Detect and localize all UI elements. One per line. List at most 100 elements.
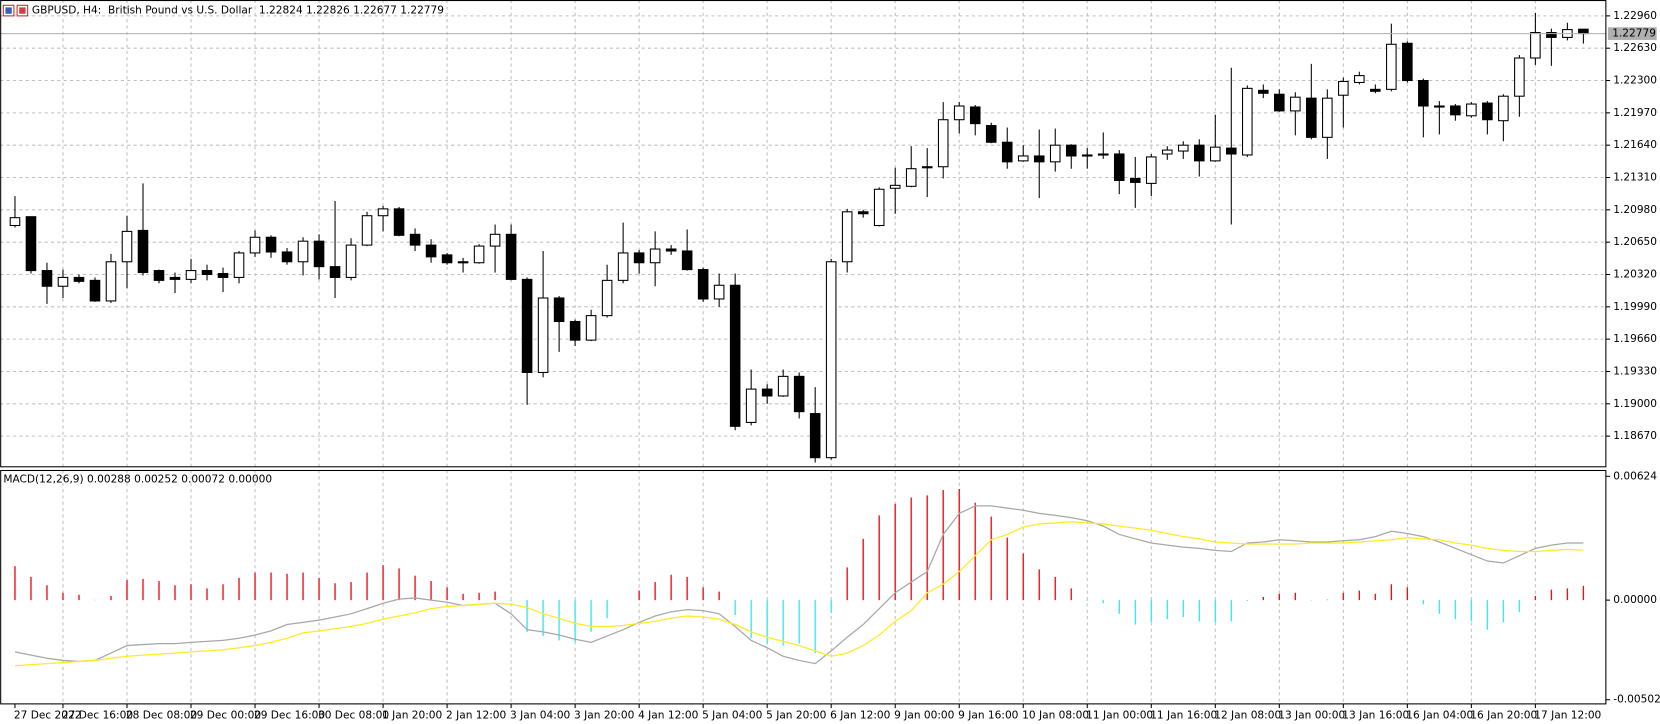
candle-body — [1370, 88, 1381, 92]
y-tick-label: 1.19990 — [1613, 301, 1657, 313]
candle-body — [969, 106, 981, 125]
candle-body — [1434, 105, 1445, 108]
candle-body — [233, 252, 245, 278]
candle-body — [1498, 95, 1509, 122]
y-tick-label: 1.19330 — [1613, 365, 1657, 377]
x-tick-label: 9 Jan 00:00 — [894, 710, 955, 722]
candle-body — [953, 105, 965, 121]
candle-body — [1482, 102, 1493, 121]
y-tick-label: 1.22630 — [1613, 42, 1657, 54]
x-tick-label: 5 Jan 20:00 — [766, 710, 827, 722]
y-tick-label: 1.21310 — [1613, 172, 1657, 184]
x-tick-label: 3 Jan 04:00 — [510, 710, 571, 722]
candle-body — [1322, 97, 1333, 138]
candle-body — [633, 252, 645, 264]
y-tick-label: 1.21970 — [1613, 107, 1657, 119]
candle-body — [937, 119, 949, 168]
y-tick-label: 1.20320 — [1613, 268, 1657, 280]
x-tick-label: 29 Dec 16:00 — [254, 710, 325, 722]
candle-body — [1450, 105, 1461, 116]
candle-body — [57, 276, 69, 287]
x-tick-label: 9 Jan 16:00 — [958, 710, 1019, 722]
candle-body — [89, 279, 101, 302]
candle-body — [201, 270, 213, 276]
x-tick-label: 29 Dec 00:00 — [190, 710, 261, 722]
candle-body — [601, 279, 613, 317]
candle-body — [1017, 155, 1029, 162]
candle-body — [585, 315, 597, 341]
candle-body — [793, 375, 805, 413]
x-tick-label: 11 Jan 16:00 — [1150, 710, 1217, 722]
y-tick-label: 0.00624 — [1613, 470, 1657, 482]
candle-body — [1049, 144, 1061, 163]
candle-body — [1193, 144, 1205, 162]
candle-body — [105, 261, 117, 302]
candle-body — [1514, 57, 1525, 97]
x-tick-label: 16 Jan 04:00 — [1406, 710, 1473, 722]
y-tick-label: 1.20650 — [1613, 236, 1657, 248]
candle-body — [169, 276, 181, 280]
candle-body — [841, 211, 853, 263]
candle-body — [809, 413, 821, 459]
candle-body — [73, 276, 85, 282]
candle-body — [681, 250, 693, 271]
candle-body — [1161, 149, 1173, 155]
last-price-box — [1607, 27, 1657, 40]
candle-body — [1354, 75, 1365, 84]
candle-body — [729, 284, 741, 427]
x-tick-label: 12 Jan 08:00 — [1214, 710, 1281, 722]
panel: 0.00624 0.00000 -0.00502 — [0, 469, 1660, 706]
icon-fill — [19, 7, 26, 14]
candle-body — [1033, 155, 1045, 163]
candle-body — [825, 261, 837, 459]
candle-body — [425, 244, 437, 258]
candle-body — [1386, 43, 1397, 90]
x-tick-label: 16 Jan 20:00 — [1470, 710, 1537, 722]
candle-body — [297, 240, 309, 263]
y-tick-label: 1.21640 — [1613, 139, 1657, 151]
x-tick-label: 5 Jan 04:00 — [702, 710, 763, 722]
x-tick-label: 27 Dec 2022 — [14, 710, 82, 722]
candle-body — [1258, 89, 1269, 94]
candle-body — [265, 236, 277, 253]
candle-body — [377, 208, 389, 217]
candle-body — [313, 240, 325, 268]
candle-body — [41, 270, 53, 287]
candle-body — [921, 166, 933, 169]
x-tick-label: 2 Jan 12:00 — [446, 710, 507, 722]
candle-body — [121, 230, 133, 263]
candle-body — [1001, 141, 1013, 163]
x-tick-label: 11 Jan 00:00 — [1086, 710, 1153, 722]
x-tick-label: 27 Dec 16:00 — [62, 710, 133, 722]
y-tick-label: 1.18670 — [1613, 430, 1657, 442]
candle-body — [281, 251, 293, 263]
candle-body — [137, 229, 149, 274]
candle-body — [361, 215, 373, 246]
candle-body — [1145, 156, 1157, 184]
candle-body — [1065, 144, 1077, 157]
candle-body — [777, 375, 789, 397]
candle-body — [649, 248, 661, 264]
candle-body — [153, 270, 165, 281]
candle-body — [1225, 147, 1237, 155]
candle-body — [185, 270, 197, 280]
x-tick-label: 28 Dec 08:00 — [126, 710, 197, 722]
x-tick-label: 13 Jan 16:00 — [1342, 710, 1409, 722]
candle-body — [217, 272, 229, 278]
candle-body — [521, 278, 533, 373]
candle-body — [1177, 144, 1189, 152]
signal-line — [14, 521, 1584, 667]
candle-body — [409, 233, 421, 246]
candle-body — [889, 184, 901, 189]
macd-line — [14, 505, 1584, 665]
candle-body — [1290, 96, 1301, 112]
candle-body — [1097, 153, 1109, 156]
candle-body — [25, 216, 37, 272]
candle-body — [761, 388, 773, 397]
candle-body — [1338, 80, 1349, 96]
candle-body — [505, 233, 517, 280]
candle-body — [745, 388, 757, 423]
